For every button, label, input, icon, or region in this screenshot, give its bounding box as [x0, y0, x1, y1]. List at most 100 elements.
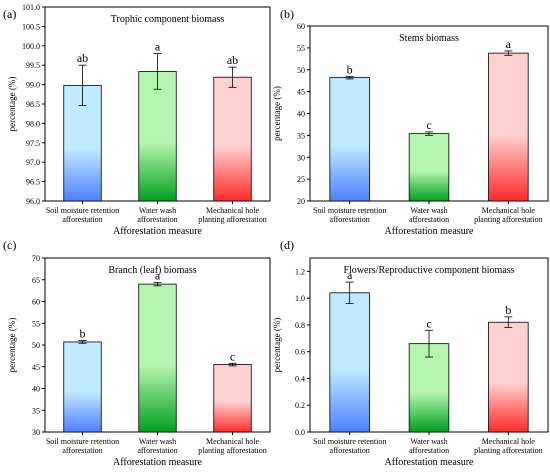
bar: [408, 133, 450, 202]
panel-label: (d): [280, 238, 294, 252]
y-tick-label: 99.5: [26, 61, 40, 70]
panel-3: (d) Flowers/Reproductive component biomas…: [272, 238, 549, 468]
x-axis-label: Afforestation measure: [385, 457, 475, 468]
y-tick-label: 1.2: [295, 267, 305, 276]
category-label: afforestation: [409, 446, 449, 455]
y-tick-label: 0.4: [295, 374, 305, 383]
y-tick-label: 35: [32, 406, 40, 415]
y-tick-label: 0.6: [295, 348, 305, 357]
category-label: afforestation: [137, 446, 177, 455]
panel-label: (a): [3, 7, 16, 21]
bar: [213, 364, 252, 433]
chart-title: Branch (leaf) biomass: [108, 265, 196, 276]
panel-label: (b): [280, 7, 294, 21]
category-label: planting afforestation: [474, 446, 543, 455]
category-label: afforestation: [137, 215, 177, 224]
panel-2: (c) Branch (leaf) biomass 30 35 40 45 50 55 60 65…: [3, 238, 271, 468]
chart-title: Trophic component biomass: [111, 14, 225, 25]
category-label: Soil moisture retention: [46, 206, 119, 215]
x-axis-label: Afforestation measure: [385, 226, 475, 237]
bar: [138, 71, 177, 202]
panel-1: (b) Stems biomass 20 25 30 35 40 45 50 55 60 percen…: [272, 7, 549, 237]
bar: [213, 76, 252, 202]
category-label: Water wash: [139, 437, 176, 446]
y-axis-label: percentage (%): [7, 318, 17, 373]
y-tick-label: 30: [32, 428, 40, 437]
bar: [138, 283, 177, 433]
y-tick-label: 0.0: [295, 428, 305, 437]
y-tick-label: 97.0: [26, 158, 40, 167]
y-tick-label: 25: [297, 175, 305, 184]
significance-letter: a: [506, 37, 512, 51]
y-tick-label: 100.5: [22, 22, 40, 31]
y-tick-label: 55: [297, 44, 305, 53]
significance-letter: c: [426, 316, 431, 330]
category-label: Mechanical hole: [482, 206, 536, 215]
panel-0: (a) Trophic component biomass 96.0 96.5 97.0…: [3, 3, 271, 237]
bar: [488, 321, 529, 433]
category-label: planting afforestation: [198, 446, 267, 455]
y-tick-label: 50: [32, 341, 40, 350]
y-tick-label: 0.8: [295, 321, 305, 330]
y-tick-label: 0.2: [295, 401, 305, 410]
category-label: Soil moisture retention: [46, 437, 119, 446]
y-tick-label: 40: [297, 110, 305, 119]
significance-letter: a: [155, 40, 161, 54]
y-tick-label: 99.0: [26, 81, 40, 90]
category-label: Mechanical hole: [206, 206, 260, 215]
y-tick-label: 60: [32, 298, 40, 307]
y-axis-label: percentage (%): [7, 77, 17, 132]
y-tick-label: 45: [297, 88, 305, 97]
category-label: Mechanical hole: [206, 437, 260, 446]
y-tick-label: 20: [297, 197, 305, 206]
category-label: afforestation: [330, 446, 370, 455]
significance-letter: a: [347, 268, 353, 282]
significance-letter: c: [426, 118, 431, 132]
y-tick-label: 60: [297, 22, 305, 31]
x-axis-label: Afforestation measure: [113, 226, 203, 237]
y-tick-label: 97.5: [26, 139, 40, 148]
significance-letter: a: [155, 268, 161, 282]
y-tick-label: 96.0: [26, 197, 40, 206]
y-tick-label: 101.0: [22, 3, 40, 12]
bar: [329, 292, 370, 433]
category-label: afforestation: [330, 215, 370, 224]
chart-title: Flowers/Reproductive component biomass: [343, 265, 514, 276]
bar: [408, 343, 450, 433]
y-tick-label: 98.0: [26, 119, 40, 128]
y-tick-label: 55: [32, 319, 40, 328]
y-tick-label: 40: [32, 385, 40, 394]
category-label: afforestation: [62, 446, 102, 455]
category-label: Water wash: [410, 437, 447, 446]
bar: [63, 341, 102, 433]
significance-letter: ab: [227, 53, 238, 67]
significance-letter: b: [505, 303, 511, 317]
panel-label: (c): [3, 238, 16, 252]
significance-letter: ab: [77, 51, 88, 65]
y-tick-label: 1.0: [295, 294, 305, 303]
category-label: planting afforestation: [474, 215, 543, 224]
significance-letter: c: [230, 349, 235, 363]
category-label: Soil moisture retention: [313, 437, 386, 446]
y-tick-label: 65: [32, 276, 40, 285]
category-label: afforestation: [62, 215, 102, 224]
y-tick-label: 70: [32, 254, 40, 263]
y-tick-label: 50: [297, 66, 305, 75]
y-tick-label: 45: [32, 363, 40, 372]
category-label: Water wash: [410, 206, 447, 215]
y-tick-label: 100.0: [22, 42, 40, 51]
bar: [488, 52, 529, 202]
category-label: Soil moisture retention: [313, 206, 386, 215]
y-tick-label: 35: [297, 131, 305, 140]
y-axis-label: percentage (%): [272, 86, 282, 141]
x-axis-label: Afforestation measure: [113, 457, 203, 468]
significance-letter: b: [80, 327, 86, 341]
y-tick-label: 30: [297, 153, 305, 162]
category-label: Water wash: [139, 206, 176, 215]
category-label: Mechanical hole: [482, 437, 536, 446]
category-label: planting afforestation: [198, 215, 267, 224]
category-label: afforestation: [409, 215, 449, 224]
chart-title: Stems biomass: [399, 33, 459, 44]
y-tick-label: 96.5: [26, 178, 40, 187]
significance-letter: b: [347, 62, 353, 76]
